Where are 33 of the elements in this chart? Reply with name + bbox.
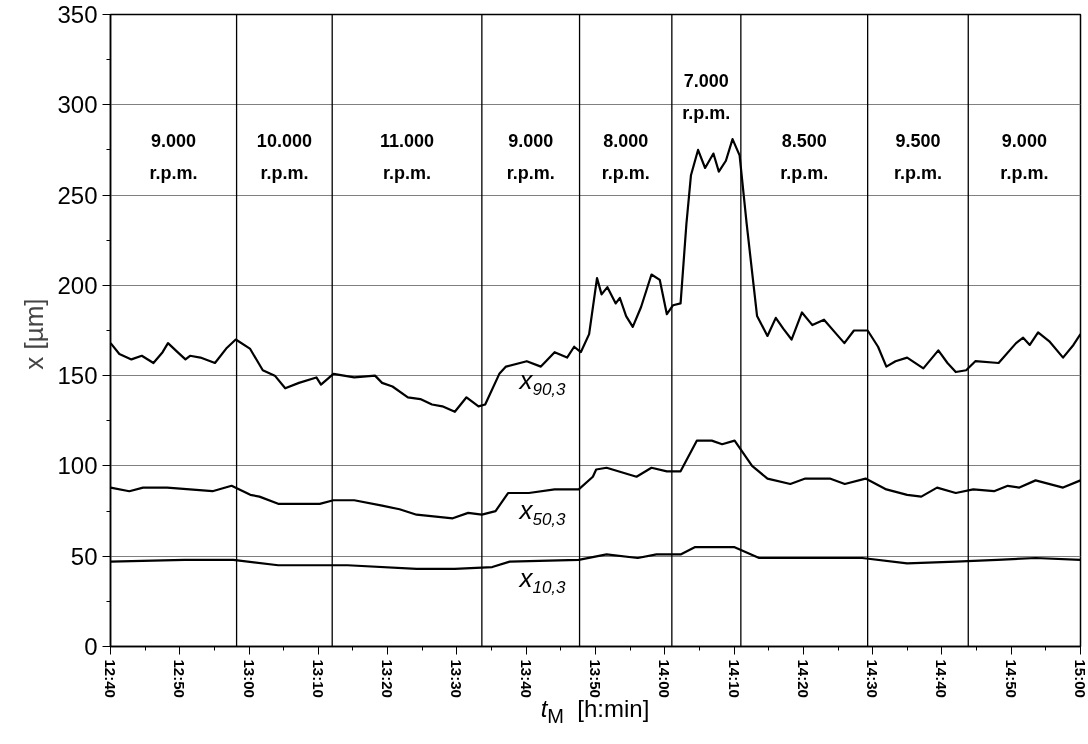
y-tick-label: 50 [70,542,98,570]
x-tick-label: 13:20 [379,659,397,698]
annotation: 8.500 r.p.m. [780,130,829,183]
y-axis-title: x [µm] [19,298,50,370]
x-tick-label: 13:10 [309,659,327,698]
x-tick-label: 14:40 [933,659,951,698]
x-tick-label: 14:50 [1002,659,1020,698]
x-tick-label: 12:40 [102,659,119,698]
annotation: 9.500 r.p.m. [893,130,942,183]
x-tick-label: 15:00 [1071,659,1088,698]
annotation: 11.000 r.p.m. [380,130,435,183]
y-tick-label: 0 [84,633,98,660]
annotation: 7.000 r.p.m. [682,70,731,123]
x-tick-label: 13:30 [448,659,466,698]
x-tick-label: 13:50 [586,659,604,698]
x-tick-label: 14:00 [656,659,674,698]
x-tick-label: 12:50 [171,659,189,698]
y-tick-label: 300 [57,91,98,119]
y-tick-label: 250 [57,181,98,209]
annotation: 8.000 r.p.m. [601,130,650,183]
y-tick-label: 150 [57,362,98,390]
x-tick-label: 13:00 [240,659,258,698]
annotation: 9.000 r.p.m. [506,130,555,183]
annotation: 9.000 r.p.m. [1000,130,1049,183]
x-tick-label: 13:40 [517,659,535,698]
x-tick-label: 14:30 [864,659,882,698]
annotation: 10.000 r.p.m. [256,130,312,183]
y-tick-label: 200 [57,271,98,299]
x-tick-label: 14:20 [794,659,812,698]
y-tick-label: 350 [57,1,98,28]
annotation: 9.000 r.p.m. [149,130,198,183]
y-tick-label: 100 [57,452,98,480]
x-tick-label: 14:10 [725,659,743,698]
